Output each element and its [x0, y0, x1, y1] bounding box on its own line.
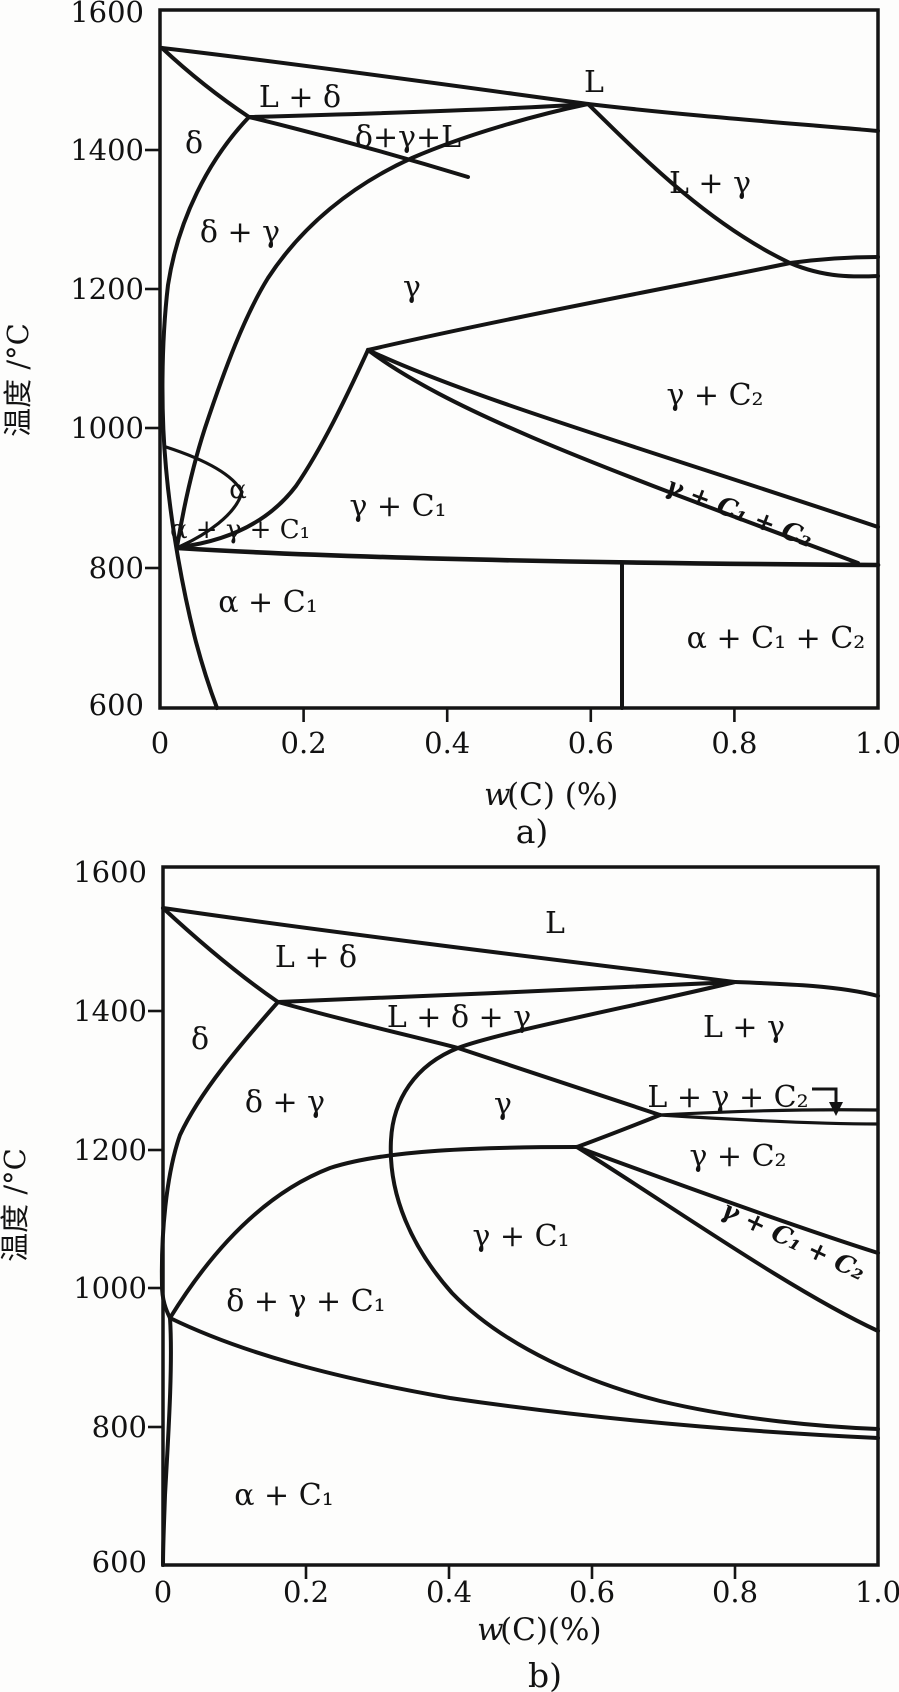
x-tick-label: 0.2 — [283, 1575, 329, 1609]
subfigure-caption-b: b) — [528, 1656, 562, 1692]
y-tick-label: 1000 — [73, 1271, 147, 1305]
gamma-sweep-boundary-b — [388, 980, 880, 1431]
eutectoid-line-a — [174, 545, 881, 568]
alpha-solvus-b — [161, 1316, 173, 1567]
region-label-gamma-C1: γ + C₁ — [349, 489, 446, 524]
gammaC1C2-band-upper-a — [366, 348, 880, 529]
plot-border-a — [158, 8, 880, 710]
x-tick-label: 0.6 — [568, 726, 614, 760]
Ldelta-solidus-a — [160, 46, 251, 119]
region-label-delta-gamma: δ + γ — [245, 1085, 325, 1120]
region-label-L: L — [584, 65, 604, 100]
region-label-gamma: γ — [403, 270, 421, 305]
y-tick-label: 800 — [89, 551, 144, 585]
y-tick-label: 1400 — [73, 994, 147, 1028]
region-label-gamma-C2: γ + C₂ — [689, 1139, 786, 1174]
region-label-delta: δ — [191, 1022, 209, 1057]
alpha-region-boundary-a — [164, 445, 244, 548]
band-arrow — [812, 1087, 838, 1104]
gamma-gammaC2-boundary-a — [366, 255, 880, 352]
gamma-gammaC2-tie-b — [575, 1113, 662, 1149]
x-tick-label: 0.8 — [711, 726, 757, 760]
delta-gamma-gamma-boundary-a — [175, 102, 590, 549]
y-tick-label: 1000 — [70, 411, 144, 445]
y-tick-label: 600 — [89, 688, 144, 722]
gammaC1C2-band-lower-b — [575, 1145, 880, 1333]
y-tick-label: 1600 — [70, 0, 144, 29]
deltagammaC1-lower-boundary-b — [168, 1316, 880, 1440]
region-label-gamma-C2: γ + C₂ — [666, 378, 763, 413]
region-label-delta-gamma: δ + γ — [200, 215, 280, 250]
region-label-delta-gamma-C1: δ + γ + C₁ — [226, 1284, 385, 1319]
y-tick-label: 1400 — [70, 133, 144, 167]
region-label-L-gamma-C2: L + γ + C₂ — [647, 1080, 808, 1115]
liquid-Lgamma-boundary-b — [733, 980, 880, 998]
band-arrowhead-icon — [829, 1102, 843, 1116]
region-label-alpha-C1: α + C₁ — [234, 1478, 333, 1513]
delta-alpha-solvus-a — [160, 115, 251, 710]
region-label-gamma: γ — [494, 1087, 512, 1122]
region-label-alpha-C1: α + C₁ — [218, 585, 317, 620]
liquidus-line-b — [161, 906, 737, 984]
x-tick-label: 0 — [154, 1575, 172, 1609]
x-tick-label: 1.0 — [855, 726, 899, 760]
x-tick-label: 0.6 — [569, 1575, 615, 1609]
region-label-delta-gamma-L: δ+γ+L — [355, 120, 461, 155]
x-tick-label: 0 — [151, 726, 169, 760]
x-tick-label: 0.4 — [426, 1575, 472, 1609]
region-label-gamma-C1-C2: γ + C₁ + C₂ — [717, 1194, 870, 1286]
region-label-L-gamma: L + γ — [669, 166, 751, 201]
region-label-L-delta-gamma: L + δ + γ — [387, 1000, 531, 1035]
y-tick-label: 1200 — [73, 1133, 147, 1167]
peritectic-top-line-b — [276, 980, 737, 1004]
x-tick-label: 0.2 — [281, 726, 327, 760]
x-axis-title-w-b: w — [477, 1612, 504, 1648]
region-label-delta: δ — [185, 126, 203, 161]
region-label-alpha-C1-C2: α + C₁ + C₂ — [687, 621, 866, 656]
y-tick-label: 800 — [92, 1410, 147, 1444]
region-label-L-delta: L + δ — [275, 940, 357, 975]
delta-solvus-b — [159, 1000, 280, 1320]
x-tick-label: 1.0 — [855, 1575, 899, 1609]
deltagammaC1-upper-boundary-b — [168, 1145, 579, 1320]
region-label-alpha: α — [229, 475, 247, 505]
phase-diagram-b: 1600 1400 1200 1000 800 600 0 0.2 0.4 0.… — [0, 855, 899, 1692]
x-axis-title-rest-b: (C)(%) — [500, 1612, 602, 1648]
Ldelta-solidus-b — [161, 906, 280, 1004]
x-tick-label: 0.4 — [424, 726, 470, 760]
liquid-Lgamma-boundary-a — [586, 102, 880, 133]
y-axis-title-b: 温度 /°C — [0, 1148, 32, 1262]
y-tick-label: 1200 — [70, 272, 144, 306]
y-axis-title-a: 温度 /°C — [1, 323, 35, 437]
x-axis-title-w-a: w — [484, 777, 511, 813]
x-axis-title-rest-a: (C) (%) — [507, 777, 618, 813]
liquidus-line-a — [160, 46, 590, 106]
region-label-gamma-C1: γ + C₁ — [472, 1219, 569, 1254]
subfigure-caption-a: a) — [516, 812, 549, 851]
LgammaC2-band-lower-b — [658, 1113, 880, 1126]
y-tick-label: 600 — [92, 1545, 147, 1579]
gammaC1C2-band-lower-a — [366, 348, 860, 565]
region-label-alpha-gamma-C1: α + γ + C₁ — [170, 515, 310, 545]
peritectic-top-line-a — [247, 102, 590, 119]
region-label-L-delta: L + δ — [259, 80, 341, 115]
region-label-L: L — [545, 906, 565, 941]
y-tick-label: 1600 — [73, 855, 147, 889]
region-label-L-gamma: L + γ — [703, 1010, 785, 1045]
gammaC1C2-band-upper-b — [575, 1145, 880, 1255]
phase-diagram-a: 1600 1400 1200 1000 800 600 0 0.2 0.4 0.… — [1, 0, 899, 851]
LgammaC2-band-upper-b — [658, 1108, 880, 1117]
gamma-solidus-a — [586, 102, 880, 279]
gamma-gammaC1-boundary-a — [178, 348, 370, 549]
x-tick-label: 0.8 — [712, 1575, 758, 1609]
delta-gamma-L-left-line-a — [247, 115, 470, 179]
